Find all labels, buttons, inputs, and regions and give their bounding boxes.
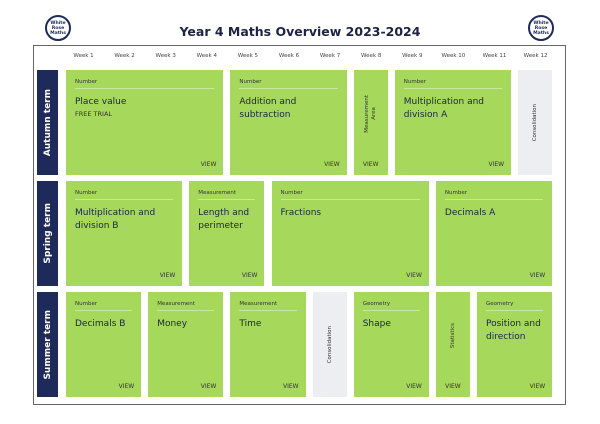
- term-name: Spring term: [42, 203, 53, 264]
- view-link[interactable]: VIEW: [362, 161, 379, 168]
- unit-block: Number Addition and subtraction VIEW: [230, 70, 347, 175]
- vertical-label: Consolidation: [313, 292, 347, 397]
- unit-subtitle: FREE TRIAL: [75, 110, 113, 118]
- unit-title: Time: [239, 319, 262, 329]
- vertical-group: Measurement Area: [364, 95, 377, 133]
- vertical-label: Measurement Area: [354, 70, 388, 157]
- unit-block: Number Fractions VIEW: [271, 181, 429, 286]
- unit-block: Consolidation: [312, 292, 347, 397]
- vertical-group: Consolidation: [327, 326, 333, 363]
- unit-title: Length and perimeter: [198, 208, 250, 231]
- unit-strand: Measurement: [364, 94, 371, 133]
- page-title: Year 4 Maths Overview 2023-2024: [179, 24, 421, 39]
- unit-block: Number Decimals A VIEW: [435, 181, 553, 286]
- logo: White Rose Maths: [45, 15, 71, 41]
- unit-title: Consolidation: [532, 103, 539, 142]
- week-label: Week 1: [73, 53, 94, 59]
- view-link[interactable]: VIEW: [488, 161, 505, 168]
- unit-block: Geometry Position and direction VIEW: [477, 292, 553, 397]
- unit-block: Number Place value FREE TRIAL VIEW: [66, 70, 224, 175]
- view-link[interactable]: VIEW: [445, 383, 461, 390]
- unit-title: Fractions: [280, 208, 322, 218]
- vertical-group: Statistics: [450, 323, 456, 348]
- unit-strand: Number: [444, 190, 544, 200]
- unit-strand: Measurement: [157, 301, 215, 311]
- unit-title: Decimals A: [444, 208, 496, 218]
- unit-title: Position and direction: [486, 319, 541, 342]
- week-label: Week 4: [196, 53, 217, 59]
- unit-block: Number Multiplication and division B VIEW: [66, 181, 183, 286]
- unit-strand: Number: [403, 79, 503, 89]
- unit-block: Statistics VIEW: [435, 292, 470, 397]
- term-name: Summer term: [42, 309, 53, 380]
- vertical-group: Consolidation: [532, 104, 538, 141]
- unit-title: Money: [157, 319, 188, 329]
- vertical-label: Statistics: [436, 292, 470, 379]
- logo-text: Rose: [534, 25, 548, 31]
- unit-block: Number Multiplication and division A VIEW: [394, 70, 512, 175]
- unit-title: Place value: [75, 97, 127, 107]
- unit-strand: Measurement: [239, 301, 297, 311]
- unit-strand: Number: [75, 190, 174, 200]
- unit-title: Consolidation: [326, 325, 333, 364]
- unit-strand: Number: [75, 79, 215, 89]
- view-link[interactable]: VIEW: [282, 383, 299, 390]
- view-link[interactable]: VIEW: [159, 272, 176, 279]
- view-link[interactable]: VIEW: [406, 383, 422, 390]
- week-label: Week 3: [155, 53, 176, 59]
- view-link[interactable]: VIEW: [118, 383, 135, 390]
- view-link[interactable]: VIEW: [406, 272, 422, 279]
- term-name: Autumn term: [42, 88, 53, 157]
- term-label: Autumn term: [37, 70, 58, 175]
- view-link[interactable]: VIEW: [200, 383, 217, 390]
- week-label: Week 8: [361, 53, 382, 59]
- week-label: Week 7: [319, 53, 341, 59]
- view-link[interactable]: VIEW: [241, 272, 258, 279]
- week-label: Week 6: [278, 53, 300, 59]
- view-link[interactable]: VIEW: [529, 383, 546, 390]
- unit-block: Measurement Area VIEW: [353, 70, 388, 175]
- unit-strand: Number: [280, 190, 420, 200]
- unit-strand: Geometry: [486, 301, 544, 311]
- unit-strand: Measurement: [198, 190, 256, 200]
- logo-text: Rose: [51, 25, 65, 31]
- unit-title: Statistics: [449, 322, 456, 349]
- unit-strand: Number: [239, 79, 338, 89]
- term-label: Spring term: [37, 181, 58, 286]
- vertical-label: Consolidation: [518, 70, 552, 175]
- unit-block: Number Decimals B VIEW: [66, 292, 142, 397]
- term-label: Summer term: [37, 292, 58, 397]
- unit-title: Multiplication and division B: [75, 208, 156, 231]
- week-label: Week 9: [402, 53, 423, 59]
- logo-text: Maths: [533, 30, 549, 36]
- logo-text: White: [533, 20, 549, 26]
- unit-strand: Geometry: [362, 301, 420, 311]
- overview-frame: [33, 45, 566, 405]
- unit-block: Measurement Money VIEW: [148, 292, 224, 397]
- unit-title: Multiplication and division A: [403, 97, 485, 120]
- week-label: Week 10: [441, 53, 466, 59]
- unit-block: Measurement Time VIEW: [230, 292, 306, 397]
- week-label: Week 12: [523, 53, 548, 59]
- unit-block: Geometry Shape VIEW: [353, 292, 429, 397]
- view-link[interactable]: VIEW: [529, 272, 546, 279]
- week-label: Week 11: [482, 53, 507, 59]
- unit-title: Area: [371, 107, 378, 120]
- unit-title: Decimals B: [75, 319, 126, 329]
- logo: White Rose Maths: [528, 15, 554, 41]
- logo-text: Maths: [50, 30, 66, 36]
- unit-title: Addition and subtraction: [239, 97, 297, 120]
- week-label: Week 2: [114, 53, 135, 59]
- week-label: Week 5: [237, 53, 259, 59]
- unit-title: Shape: [362, 319, 391, 329]
- logo-text: White: [50, 20, 66, 26]
- unit-strand: Number: [75, 301, 133, 311]
- view-link[interactable]: VIEW: [324, 161, 340, 168]
- view-link[interactable]: VIEW: [200, 161, 217, 168]
- unit-block: Consolidation: [518, 70, 553, 175]
- unit-block: Measurement Length and perimeter VIEW: [189, 181, 265, 286]
